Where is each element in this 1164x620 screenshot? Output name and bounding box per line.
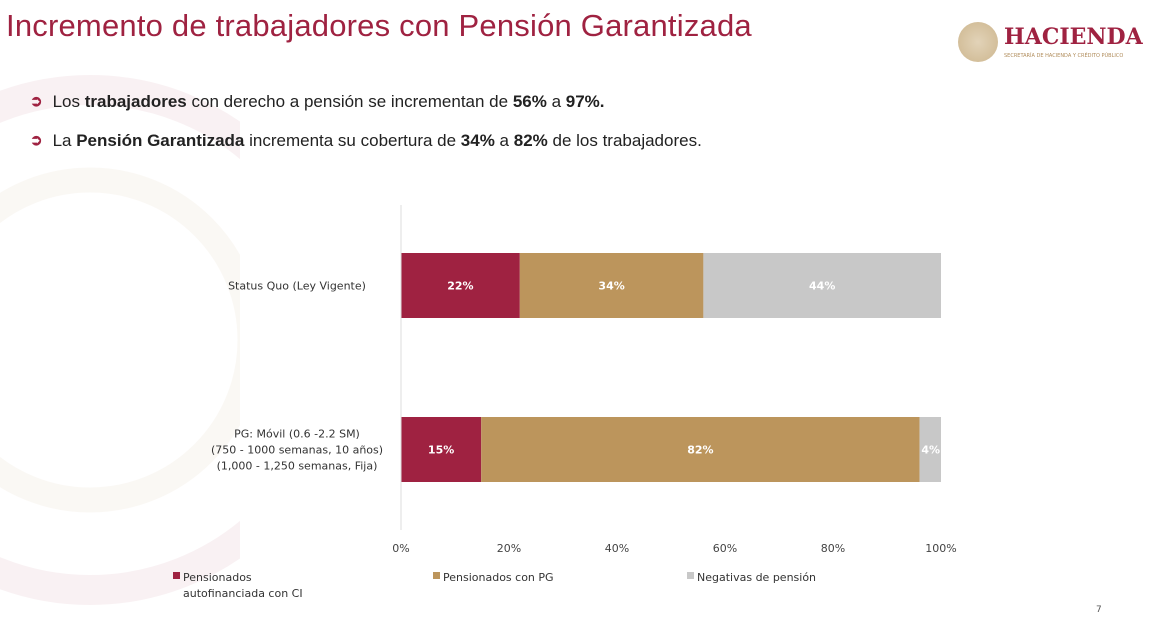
- bullet-text: a: [546, 92, 566, 111]
- bullet-text: 82%: [513, 131, 548, 150]
- legend-swatch: [433, 572, 440, 579]
- data-label: 4%: [921, 444, 940, 457]
- page-title: Incremento de trabajadores con Pensión G…: [6, 8, 752, 43]
- bullet-text: La: [52, 131, 77, 150]
- data-label: 34%: [598, 280, 624, 293]
- bar-segment: [401, 253, 520, 318]
- x-tick-label: 60%: [713, 542, 737, 555]
- bar-segment: [519, 253, 704, 318]
- bar-segment: [919, 417, 941, 482]
- legend-label: Pensionados: [183, 571, 252, 584]
- bullet-item: ➲ Los trabajadores con derecho a pensión …: [30, 90, 702, 114]
- hacienda-logo: HACIENDA SECRETARÍA DE HACIENDA Y CRÉDIT…: [958, 22, 1143, 62]
- bullet-text: 97%.: [565, 92, 605, 111]
- seal-icon: [958, 22, 998, 62]
- arrow-circle-icon: ➲: [30, 132, 43, 149]
- legend-swatch: [687, 572, 694, 579]
- x-tick-label: 20%: [497, 542, 521, 555]
- x-tick-label: 80%: [821, 542, 845, 555]
- x-tick-label: 100%: [925, 542, 956, 555]
- category-label: Status Quo (Ley Vigente): [228, 280, 366, 293]
- page-number: 7: [1096, 605, 1102, 615]
- x-tick-label: 0%: [392, 542, 409, 555]
- bullet-text: Pensión Garantizada: [76, 131, 245, 150]
- background-pattern: [0, 75, 240, 605]
- bullet-item: ➲ La Pensión Garantizada incrementa su co…: [30, 129, 702, 153]
- data-label: 22%: [447, 280, 473, 293]
- bullet-text: a: [494, 131, 514, 150]
- legend-label: autofinanciada con CI: [183, 587, 303, 600]
- arrow-circle-icon: ➲: [30, 93, 43, 110]
- bullet-list: ➲ Los trabajadores con derecho a pensión …: [30, 90, 702, 168]
- legend-label: Negativas de pensión: [697, 571, 816, 584]
- data-label: 44%: [809, 280, 835, 293]
- category-label: PG: Móvil (0.6 -2.2 SM): [234, 428, 360, 441]
- logo-subtitle: SECRETARÍA DE HACIENDA Y CRÉDITO PÚBLICO: [1004, 53, 1124, 59]
- bar-segment: [481, 417, 920, 482]
- category-label: (750 - 1000 semanas, 10 años): [211, 444, 383, 457]
- legend-label: Pensionados con PG: [443, 571, 554, 584]
- bar-segment: [401, 417, 482, 482]
- bar-segment: [703, 253, 941, 318]
- bullet-text: 56%: [512, 92, 547, 111]
- bullet-text: de los trabajadores.: [547, 131, 702, 150]
- bullet-text: Los: [52, 92, 85, 111]
- legend-swatch: [173, 572, 180, 579]
- logo-name: HACIENDA: [1004, 24, 1143, 50]
- bullet-text: trabajadores: [84, 92, 187, 111]
- bullet-text: 34%: [460, 131, 495, 150]
- data-label: 82%: [687, 444, 713, 457]
- category-label: (1,000 - 1,250 semanas, Fija): [217, 460, 378, 473]
- data-label: 15%: [428, 444, 454, 457]
- x-tick-label: 40%: [605, 542, 629, 555]
- bullet-text: incrementa su cobertura de: [244, 131, 461, 150]
- bullet-text: con derecho a pensión se incrementan de: [186, 92, 513, 111]
